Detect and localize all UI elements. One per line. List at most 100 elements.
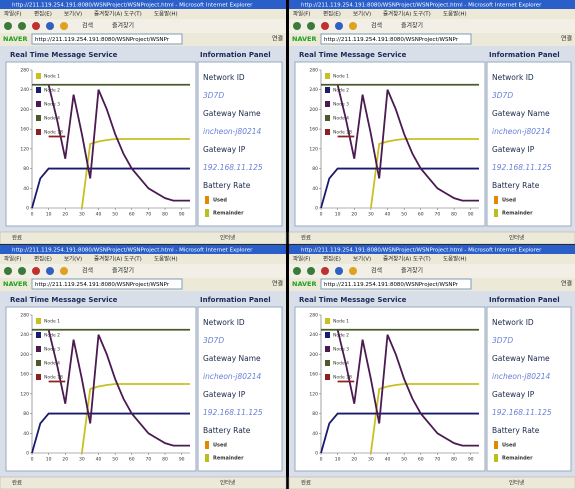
menu-item[interactable]: 보기(V): [353, 10, 371, 18]
go-button[interactable]: 연결: [561, 35, 572, 43]
x-tick-label: 70: [435, 457, 441, 463]
menu-item[interactable]: 도움말(H): [443, 255, 467, 263]
y-tick-label: 240: [20, 332, 29, 338]
page: {"browser": {"title": "http://211.119.25…: [0, 0, 575, 489]
menu-item[interactable]: 도구(T): [413, 256, 431, 263]
menu-item[interactable]: 편집(E): [34, 255, 52, 263]
y-tick-label: 0: [26, 451, 29, 457]
toolbar-icon[interactable]: [321, 22, 329, 30]
info-label: Gateway IP: [492, 390, 535, 399]
right-title: Information Panel: [200, 51, 271, 59]
menu-item[interactable]: 편집(E): [34, 10, 52, 18]
y-tick-label: 200: [309, 352, 318, 358]
y-tick-label: 80: [23, 166, 29, 172]
address-text[interactable]: http://211.119.254.191:8080/WSNProject/W…: [35, 282, 170, 288]
toolbar-icon[interactable]: [32, 267, 40, 275]
x-tick-label: 40: [96, 457, 102, 463]
x-tick-label: 0: [31, 212, 34, 218]
toolbar-icon[interactable]: [349, 22, 357, 30]
y-tick-label: 0: [315, 451, 318, 457]
x-tick-label: 0: [31, 457, 34, 463]
go-button[interactable]: 연결: [272, 280, 283, 288]
menu-item[interactable]: 보기(V): [353, 255, 371, 263]
go-button[interactable]: 연결: [272, 35, 283, 43]
zone-text: 인터넷: [509, 234, 524, 242]
battery-legend: Used: [213, 198, 227, 204]
address-text[interactable]: http://211.119.254.191:8080/WSNProject/W…: [324, 282, 459, 288]
menu-item[interactable]: 즐겨찾기(A): [383, 255, 411, 263]
toolbar-favorites[interactable]: 즐겨찾기: [401, 22, 423, 30]
toolbar-icon[interactable]: [349, 267, 357, 275]
menu-item[interactable]: 즐겨찾기(A): [383, 10, 411, 18]
toolbar-icon[interactable]: [335, 267, 343, 275]
menu-item[interactable]: 도구(T): [413, 11, 431, 18]
battery-swatch: [494, 209, 498, 217]
toolbar-icon[interactable]: [307, 22, 315, 30]
menu-item[interactable]: 도움말(H): [154, 10, 178, 18]
y-tick-label: 40: [23, 431, 29, 437]
toolbar-icon[interactable]: [46, 22, 54, 30]
address-text[interactable]: http://211.119.254.191:8080/WSNProject/W…: [324, 37, 459, 43]
browser-window: http://211.119.254.191:8080/WSNProject/W…: [0, 0, 286, 244]
menu-item[interactable]: 도구(T): [124, 256, 142, 263]
info-label: Gateway Name: [203, 109, 261, 118]
y-tick-label: 120: [309, 146, 318, 152]
legend-swatch: [36, 374, 41, 380]
legend-swatch: [325, 318, 330, 324]
menu-item[interactable]: 도움말(H): [154, 255, 178, 263]
naver-logo: NAVER: [292, 35, 317, 43]
y-tick-label: 240: [309, 332, 318, 338]
x-tick-label: 80: [162, 212, 168, 218]
toolbar-icon[interactable]: [18, 22, 26, 30]
toolbar-icon[interactable]: [307, 267, 315, 275]
toolbar-icon[interactable]: [321, 267, 329, 275]
menu-item[interactable]: 파일(F): [4, 10, 22, 18]
legend-swatch: [325, 346, 330, 352]
toolbar-search[interactable]: 검색: [82, 22, 93, 30]
toolbar-icon[interactable]: [4, 267, 12, 275]
go-button[interactable]: 연결: [561, 280, 572, 288]
y-tick-label: 280: [20, 313, 29, 319]
menu-item[interactable]: 도구(T): [124, 11, 142, 18]
menu-item[interactable]: 편집(E): [323, 10, 341, 18]
toolbar-icon[interactable]: [32, 22, 40, 30]
menu-item[interactable]: 보기(V): [64, 10, 82, 18]
x-tick-label: 80: [162, 457, 168, 463]
address-text[interactable]: http://211.119.254.191:8080/WSNProject/W…: [35, 37, 170, 43]
battery-label: Battery Rate: [203, 181, 251, 190]
x-tick-label: 60: [129, 457, 135, 463]
x-tick-label: 20: [351, 457, 357, 463]
menu-item[interactable]: 파일(F): [293, 255, 311, 263]
toolbar-icon[interactable]: [60, 267, 68, 275]
x-tick-label: 30: [79, 457, 85, 463]
legend-label: Node 1: [44, 319, 60, 325]
menu-item[interactable]: 즐겨찾기(A): [94, 255, 122, 263]
toolbar-favorites[interactable]: 즐겨찾기: [112, 22, 134, 30]
menu-item[interactable]: 파일(F): [293, 10, 311, 18]
y-tick-label: 40: [23, 186, 29, 192]
menu-item[interactable]: 편집(E): [323, 255, 341, 263]
menu-item[interactable]: 보기(V): [64, 255, 82, 263]
toolbar-icon[interactable]: [4, 22, 12, 30]
toolbar: [0, 19, 286, 33]
toolbar-icon[interactable]: [18, 267, 26, 275]
toolbar-icon[interactable]: [60, 22, 68, 30]
toolbar-search[interactable]: 검색: [371, 267, 382, 275]
menu-item[interactable]: 즐겨찾기(A): [94, 10, 122, 18]
toolbar-favorites[interactable]: 즐겨찾기: [401, 267, 423, 275]
x-tick-label: 50: [112, 212, 118, 218]
info-label: Gateway IP: [203, 145, 246, 154]
toolbar-favorites[interactable]: 즐겨찾기: [112, 267, 134, 275]
x-tick-label: 90: [468, 457, 474, 463]
toolbar-icon[interactable]: [293, 267, 301, 275]
toolbar-search[interactable]: 검색: [82, 267, 93, 275]
menu-item[interactable]: 파일(F): [4, 255, 22, 263]
toolbar-icon[interactable]: [46, 267, 54, 275]
x-tick-label: 40: [385, 457, 391, 463]
legend-label: Node 4: [333, 361, 349, 367]
menu-item[interactable]: 도움말(H): [443, 10, 467, 18]
toolbar-icon[interactable]: [335, 22, 343, 30]
toolbar-icon[interactable]: [293, 22, 301, 30]
x-tick-label: 50: [401, 457, 407, 463]
toolbar-search[interactable]: 검색: [371, 22, 382, 30]
